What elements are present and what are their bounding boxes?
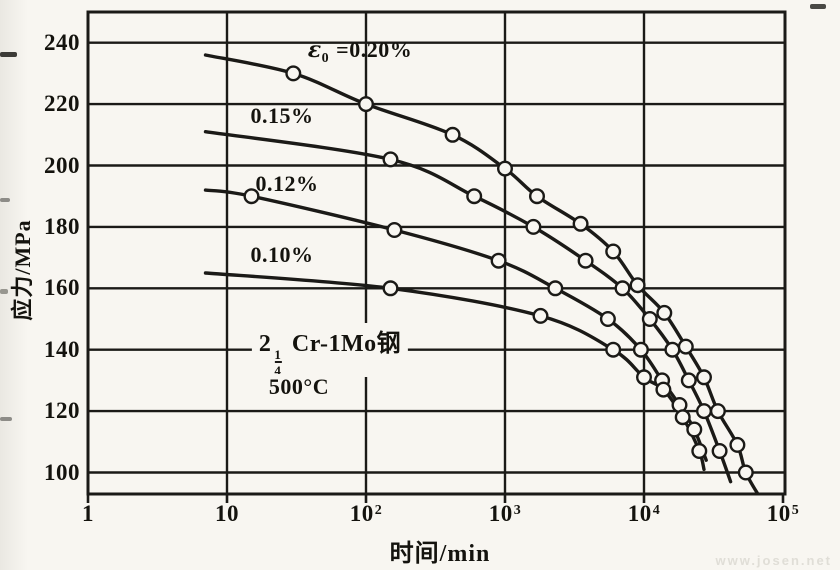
- scan-edge-shade: [0, 0, 28, 570]
- data-point-marker: [696, 403, 713, 420]
- data-point-marker: [525, 218, 542, 235]
- data-point-marker: [680, 372, 697, 389]
- data-point-marker: [655, 381, 672, 398]
- data-point-marker: [605, 341, 622, 358]
- data-point-marker: [382, 280, 399, 297]
- data-point-marker: [709, 403, 726, 420]
- data-point-marker: [686, 421, 703, 438]
- data-point-marker: [358, 96, 375, 113]
- data-point-marker: [691, 443, 708, 460]
- scan-artifact: [0, 417, 12, 421]
- data-point-marker: [599, 311, 616, 328]
- data-point-marker: [285, 65, 302, 82]
- data-point-marker: [529, 188, 546, 205]
- scan-artifact: [810, 4, 826, 9]
- data-point-marker: [547, 280, 564, 297]
- data-point-marker: [629, 277, 646, 294]
- scan-artifact: [0, 198, 10, 202]
- curve-strain-0.20: [203, 53, 760, 494]
- curves-group: [203, 53, 760, 494]
- data-point-marker: [632, 341, 649, 358]
- curve-strain-0.15: [203, 130, 733, 484]
- scan-artifact: [0, 289, 8, 294]
- data-point-marker: [674, 409, 691, 426]
- y-axis-title: 应力/MPa: [10, 219, 35, 321]
- data-point-marker: [636, 369, 653, 386]
- data-point-marker: [737, 464, 754, 481]
- curve-strain-0.10: [203, 271, 706, 472]
- plot-border: [86, 10, 787, 496]
- data-point-marker: [605, 243, 622, 260]
- data-point-marker: [532, 307, 549, 324]
- data-point-marker: [497, 160, 514, 177]
- data-point-marker: [386, 221, 403, 238]
- curve-strain-0.12: [203, 188, 708, 462]
- data-point-marker: [729, 436, 746, 453]
- data-point-marker: [677, 338, 694, 355]
- data-point-marker: [696, 369, 713, 386]
- data-point-marker: [572, 215, 589, 232]
- data-point-marker: [382, 151, 399, 168]
- data-point-marker: [243, 188, 260, 205]
- data-point-marker: [641, 311, 658, 328]
- data-point-marker: [466, 188, 483, 205]
- data-point-marker: [490, 252, 507, 269]
- data-point-marker: [656, 304, 673, 321]
- watermark: www.josen.net: [715, 553, 832, 568]
- data-point-marker: [664, 341, 681, 358]
- data-point-marker: [614, 280, 631, 297]
- data-point-marker: [711, 443, 728, 460]
- x-axis-title: 时间/min: [389, 541, 491, 567]
- data-point-marker: [444, 126, 461, 143]
- data-point-marker: [577, 252, 594, 269]
- scan-artifact: [0, 52, 17, 57]
